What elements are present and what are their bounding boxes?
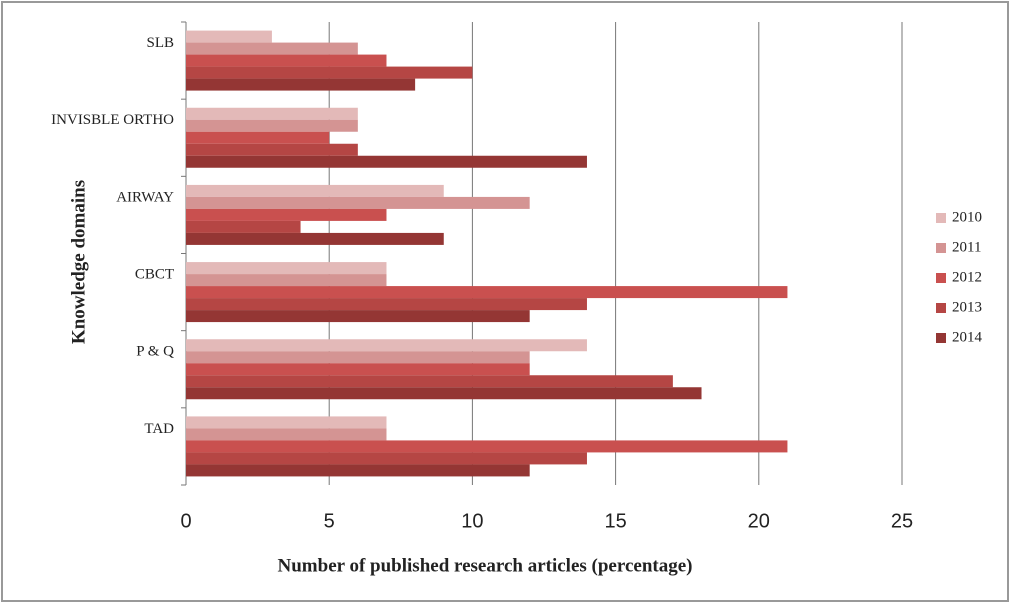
bar	[186, 131, 330, 144]
bar	[186, 42, 358, 55]
x-tick-label: 25	[891, 510, 913, 532]
bar	[186, 54, 387, 67]
y-tick-label: SLB	[146, 35, 174, 51]
y-tick-label: INVISBLE ORTHO	[51, 112, 174, 128]
bar	[186, 30, 272, 43]
x-tick-label: 0	[180, 510, 191, 532]
bar	[186, 387, 702, 400]
legend-swatch	[936, 243, 946, 253]
x-tick-label: 15	[604, 510, 626, 532]
y-tick-label: CBCT	[135, 267, 174, 283]
bar	[186, 310, 530, 323]
legend-swatch	[936, 213, 946, 223]
bar	[186, 66, 473, 79]
bar	[186, 220, 301, 233]
bar	[186, 375, 673, 388]
bar	[186, 184, 444, 197]
bar	[186, 440, 788, 453]
bar	[186, 155, 587, 168]
y-tick-label: TAD	[144, 421, 174, 437]
bar	[186, 416, 387, 429]
bar	[186, 196, 530, 209]
bar	[186, 232, 444, 245]
legend-label: 2011	[952, 239, 981, 255]
bar	[186, 298, 587, 311]
bar	[186, 428, 387, 441]
bar	[186, 208, 387, 221]
y-tick-label: AIRWAY	[116, 189, 174, 205]
legend-swatch	[936, 333, 946, 343]
bar	[186, 262, 387, 275]
x-tick-label: 10	[461, 510, 483, 532]
bar	[186, 274, 387, 287]
bar	[186, 286, 788, 299]
x-tick-label: 20	[748, 510, 770, 532]
legend-label: 2014	[952, 329, 983, 345]
legend-label: 2010	[952, 209, 982, 225]
y-axis-title: Knowledge domains	[68, 180, 89, 344]
y-tick-label: P & Q	[136, 344, 174, 360]
bar	[186, 351, 530, 364]
legend-label: 2013	[952, 299, 982, 315]
bar	[186, 339, 587, 352]
bar	[186, 363, 530, 376]
bar	[186, 78, 416, 91]
legend-swatch	[936, 303, 946, 313]
x-tick-label: 5	[324, 510, 335, 532]
bar	[186, 452, 587, 465]
legend-label: 2012	[952, 269, 982, 285]
bar	[186, 107, 358, 120]
bar	[186, 464, 530, 477]
legend-swatch	[936, 273, 946, 283]
x-axis-title: Number of published research articles (p…	[278, 555, 693, 576]
bar	[186, 119, 358, 132]
bar	[186, 143, 358, 156]
